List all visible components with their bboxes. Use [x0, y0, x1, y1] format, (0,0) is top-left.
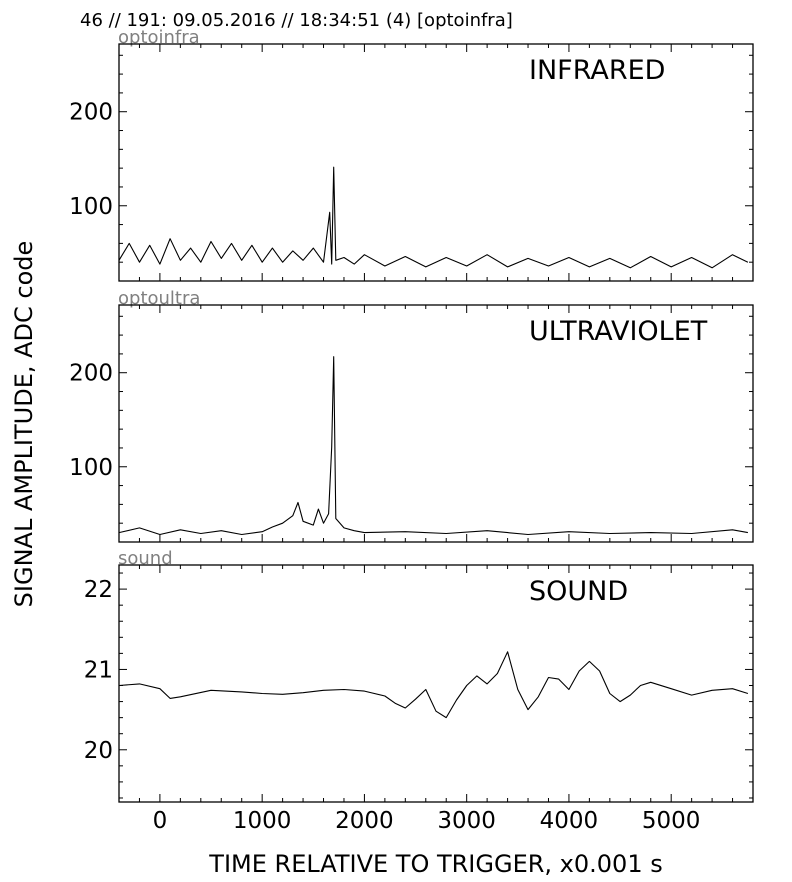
panel-optoultra: optoultra 100 200 ULTRAVIOLET — [69, 288, 754, 543]
panel-title: SOUND — [529, 576, 628, 607]
y-tick-label: 200 — [69, 100, 113, 126]
x-tick-label: 2000 — [335, 808, 394, 834]
panel-tag: optoinfra — [118, 27, 200, 48]
y-tick-label: 100 — [69, 455, 113, 481]
panel-tag: sound — [118, 548, 173, 569]
series-line — [118, 166, 749, 269]
panel-tag: optoultra — [118, 288, 200, 309]
figure-suptitle: 46 // 191: 09.05.2016 // 18:34:51 (4) [o… — [80, 10, 513, 31]
plot-frame — [118, 43, 754, 282]
x-tick-label: 1000 — [233, 808, 292, 834]
panel-sound: sound 0 1000 2000 3000 4000 5000 20 21 22 SOUND — [84, 548, 754, 834]
plot-frame — [118, 304, 754, 543]
x-axis-label: TIME RELATIVE TO TRIGGER, x0.001 s — [208, 850, 662, 878]
series-line — [118, 651, 749, 719]
panels: optoinfra100200INFRAREDoptoultra100200UL… — [69, 27, 754, 834]
panel-title: ULTRAVIOLET — [529, 316, 708, 347]
plot-frame — [118, 564, 754, 803]
x-tick-label: 5000 — [642, 808, 701, 834]
y-tick-label: 200 — [69, 361, 113, 387]
panel-title: INFRARED — [529, 55, 665, 86]
y-axis-label: SIGNAL AMPLITUDE, ADC code — [10, 241, 38, 608]
y-tick-label: 22 — [84, 577, 113, 603]
x-tick-label: 4000 — [540, 808, 599, 834]
y-tick-label: 20 — [84, 738, 113, 764]
y-tick-label: 100 — [69, 194, 113, 220]
series-line — [118, 356, 748, 536]
x-tick-label: 3000 — [437, 808, 496, 834]
panel-optoinfra: optoinfra 100 200 INFRARED — [69, 27, 754, 282]
y-tick-label: 21 — [84, 657, 113, 683]
x-tick-label: 0 — [153, 808, 168, 834]
